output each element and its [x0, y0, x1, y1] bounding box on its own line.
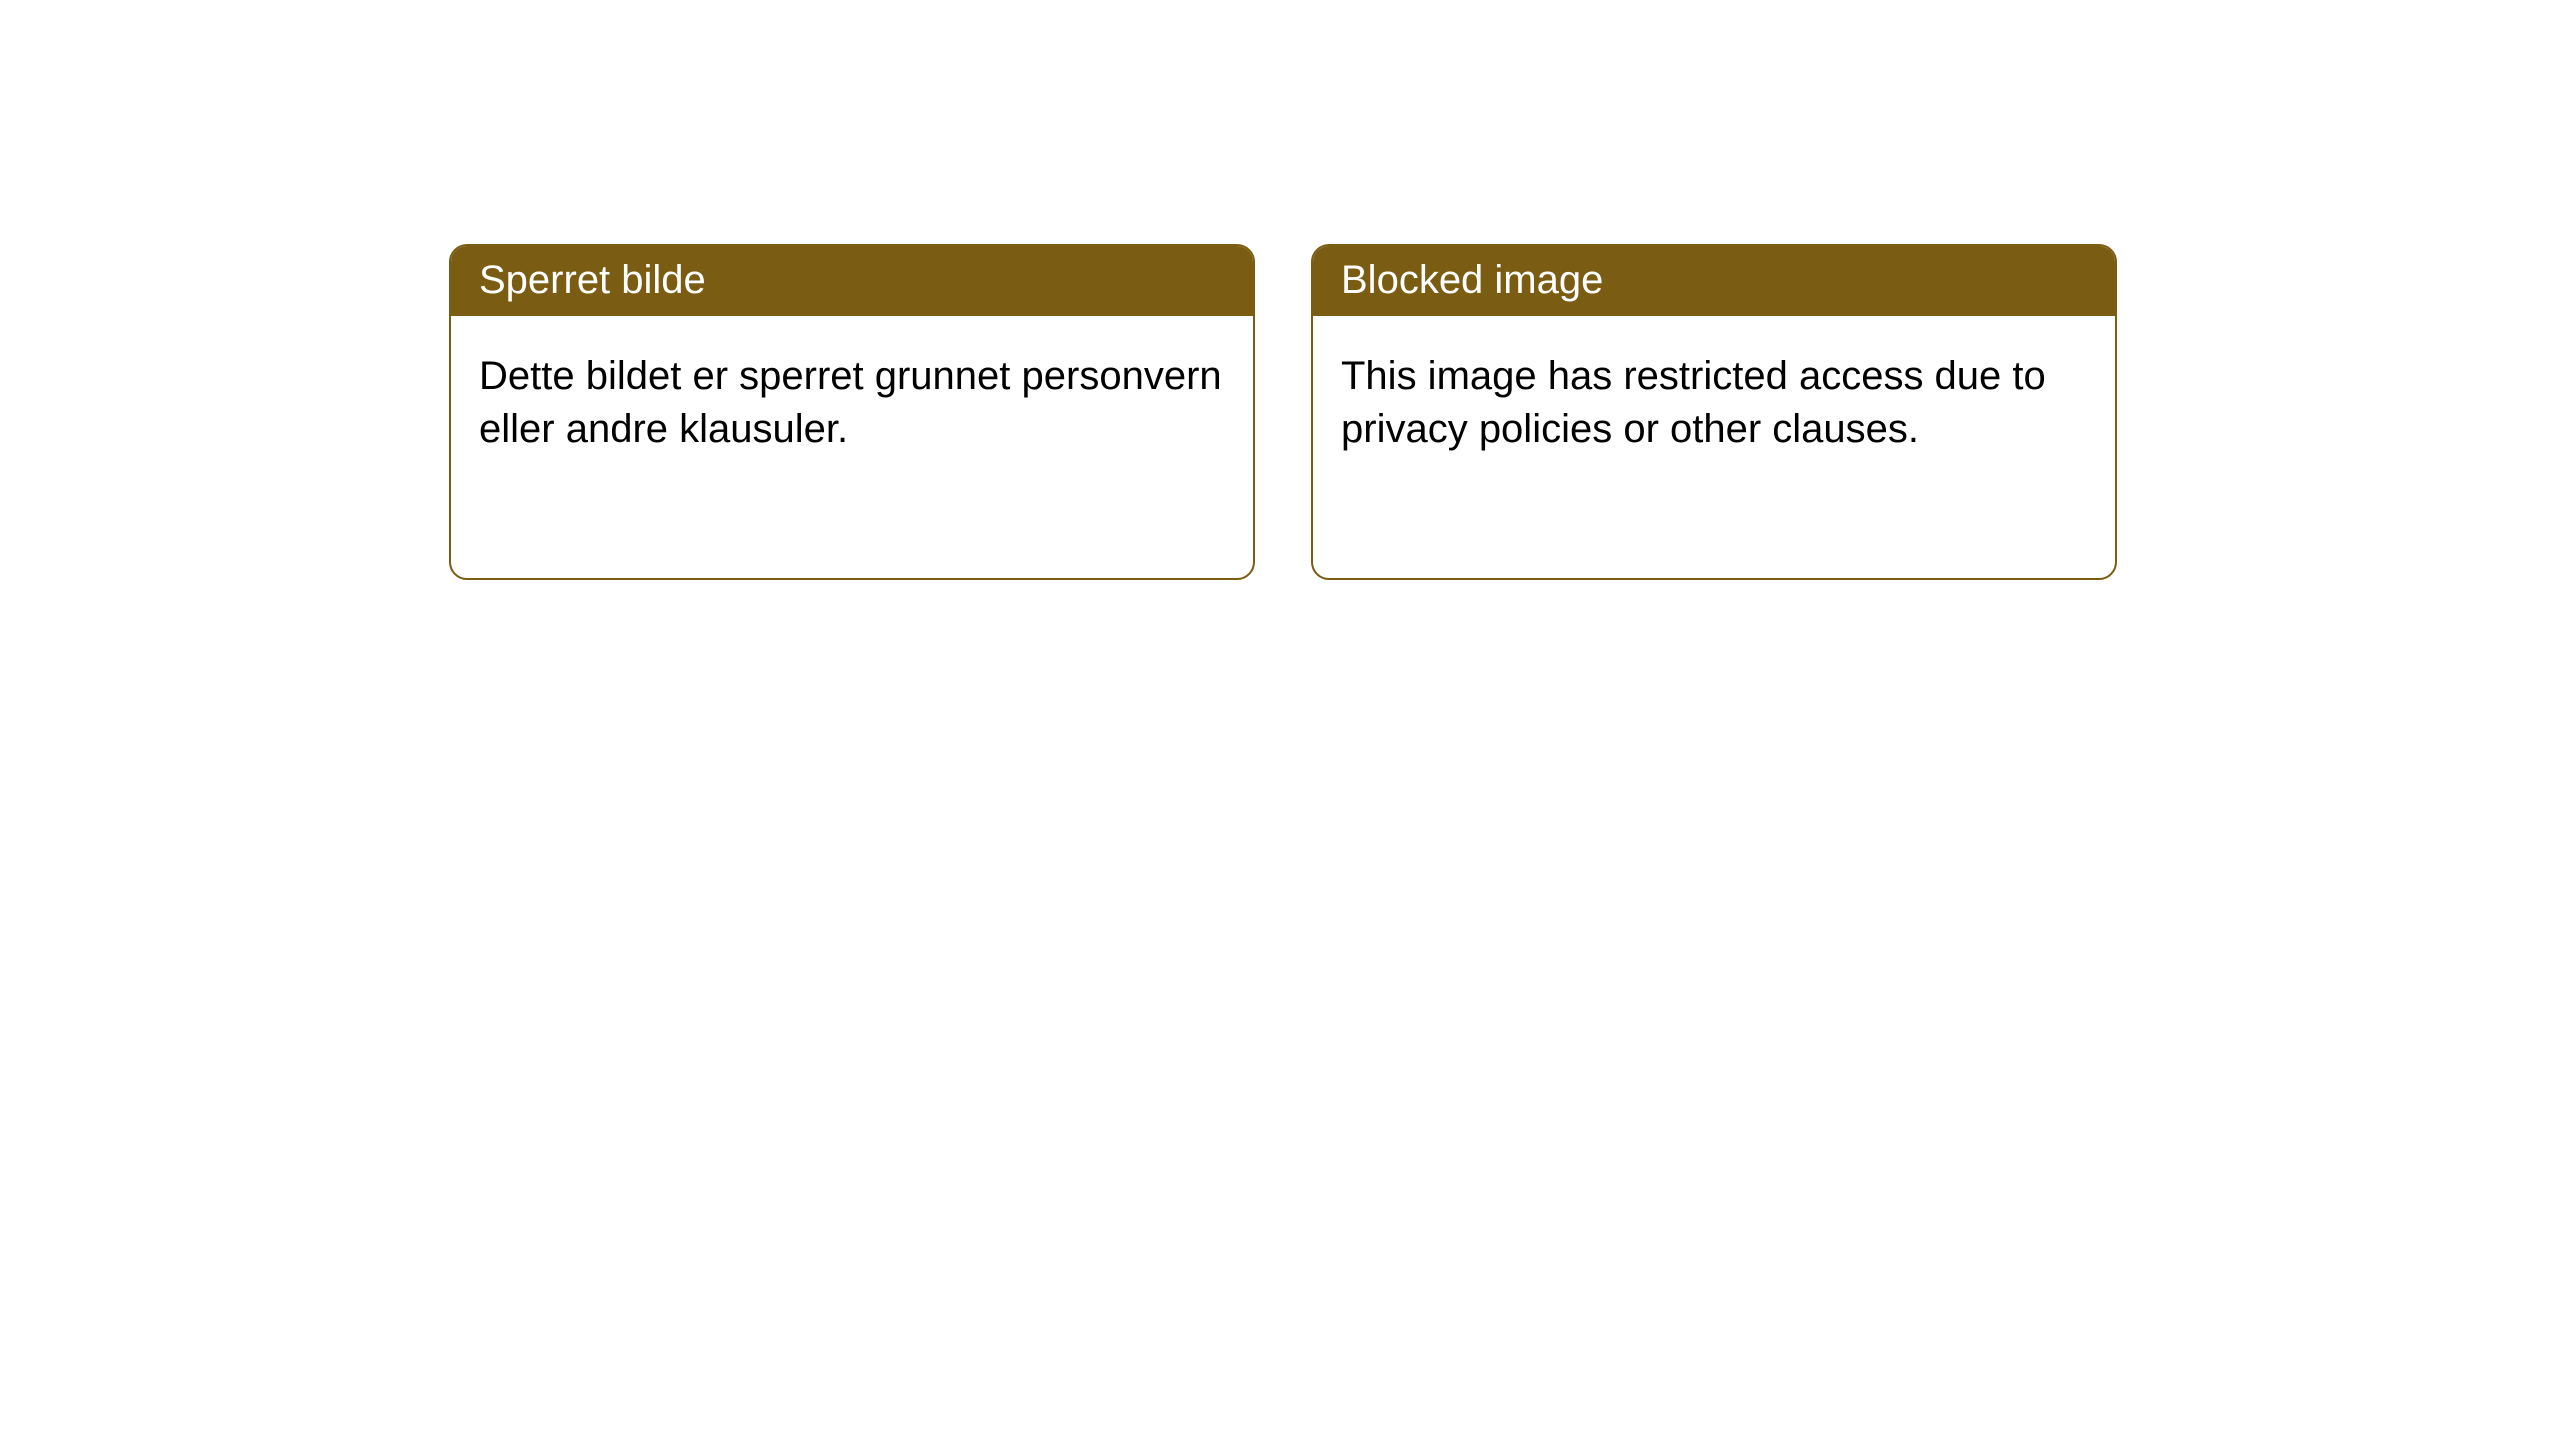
- notice-card-norwegian: Sperret bilde Dette bildet er sperret gr…: [449, 244, 1255, 580]
- notice-message: Dette bildet er sperret grunnet personve…: [479, 354, 1222, 451]
- notice-body: This image has restricted access due to …: [1313, 316, 2115, 484]
- notice-header: Blocked image: [1313, 246, 2115, 316]
- notice-body: Dette bildet er sperret grunnet personve…: [451, 316, 1253, 484]
- notice-title: Sperret bilde: [479, 258, 706, 302]
- notice-container: Sperret bilde Dette bildet er sperret gr…: [449, 244, 2117, 580]
- notice-header: Sperret bilde: [451, 246, 1253, 316]
- notice-card-english: Blocked image This image has restricted …: [1311, 244, 2117, 580]
- notice-message: This image has restricted access due to …: [1341, 354, 2046, 451]
- notice-title: Blocked image: [1341, 258, 1603, 302]
